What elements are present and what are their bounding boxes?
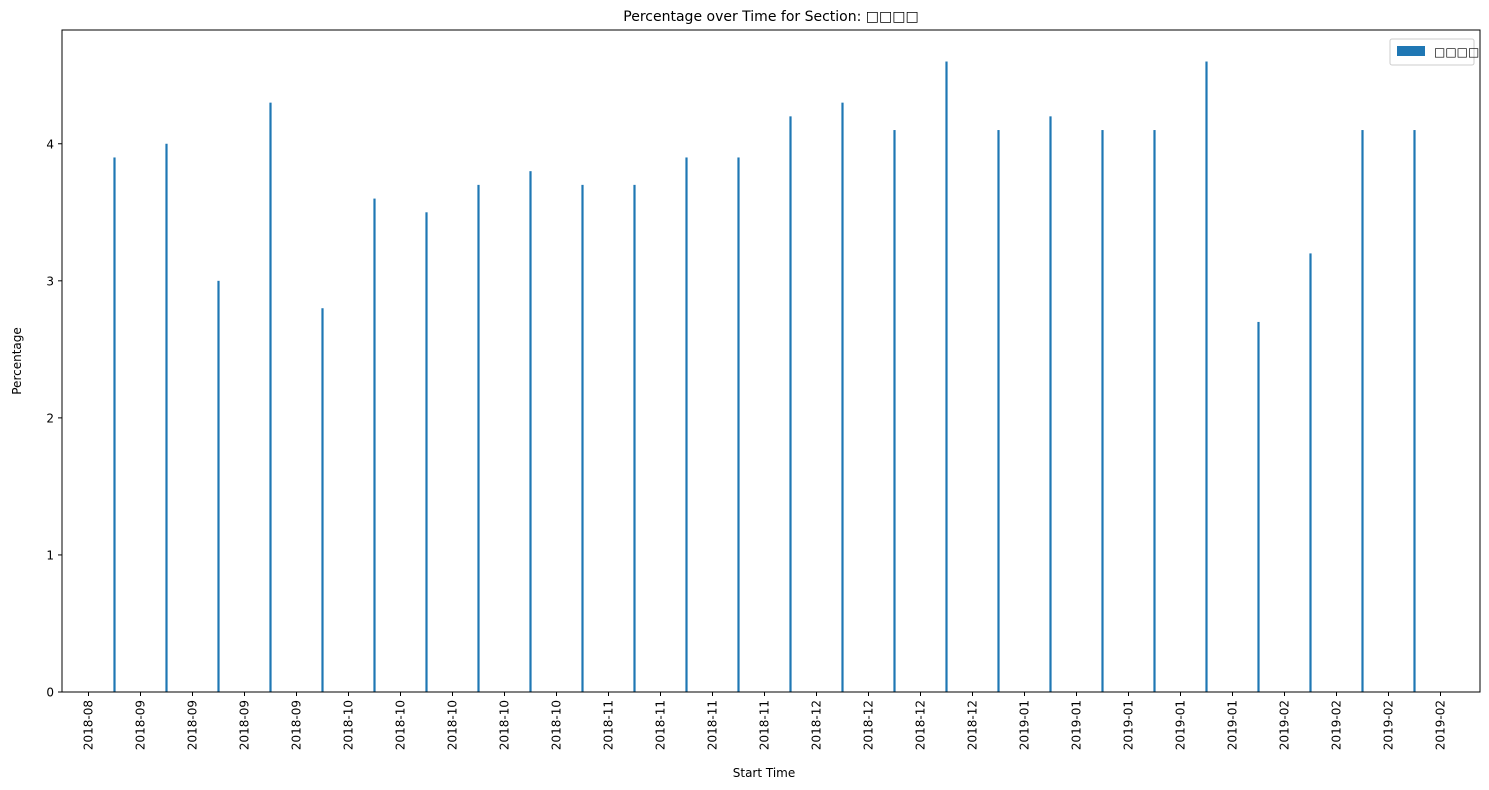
bar	[789, 116, 792, 692]
x-tick-label: 2018-09	[290, 700, 304, 750]
x-tick-label: 2018-12	[966, 700, 980, 750]
x-tick-label: 2019-02	[1434, 700, 1448, 750]
bar	[373, 198, 376, 692]
x-tick-label: 2018-10	[498, 700, 512, 750]
bar	[1413, 130, 1416, 692]
x-tick-label: 2019-01	[1122, 700, 1136, 750]
bar	[321, 308, 324, 692]
x-tick-label: 2018-10	[446, 700, 460, 750]
x-tick-label: 2019-02	[1278, 700, 1292, 750]
x-tick-label: 2019-01	[1070, 700, 1084, 750]
x-axis-label: Start Time	[733, 766, 796, 780]
bar	[1049, 116, 1052, 692]
bar	[1205, 61, 1208, 693]
legend: □□□□	[1389, 38, 1479, 66]
x-tick-label: 2018-09	[134, 700, 148, 750]
y-tick-label: 1	[46, 548, 54, 562]
chart-title: Percentage over Time for Section: □□□□	[623, 9, 918, 25]
bar	[477, 184, 480, 692]
x-tick-label: 2018-11	[602, 700, 616, 750]
bar	[425, 212, 428, 692]
y-axis-label: Percentage	[10, 327, 24, 395]
y-tick-label: 2	[46, 411, 54, 425]
x-tick-label: 2019-02	[1330, 700, 1344, 750]
y-tick-label: 0	[46, 686, 54, 700]
bar	[841, 102, 844, 692]
bar	[113, 157, 116, 693]
x-tick-label: 2018-10	[342, 700, 356, 750]
y-tick-label: 3	[46, 274, 54, 288]
bar	[529, 171, 532, 692]
x-tick-label: 2018-11	[758, 700, 772, 750]
x-tick-label: 2018-12	[810, 700, 824, 750]
y-tick-label: 4	[46, 137, 54, 151]
bar	[633, 184, 636, 692]
bar	[269, 102, 272, 692]
plot-frame	[61, 29, 1481, 693]
bars-group	[113, 61, 1416, 693]
x-tick-label: 2019-01	[1174, 700, 1188, 750]
bar	[997, 130, 1000, 692]
bar	[217, 280, 220, 692]
bar	[165, 143, 168, 693]
bar	[581, 184, 584, 692]
x-tick-label: 2018-11	[654, 700, 668, 750]
y-axis: 0 1 2 3 4	[46, 137, 62, 700]
bar	[893, 130, 896, 692]
legend-swatch	[1397, 46, 1425, 56]
legend-box	[1389, 38, 1475, 66]
legend-label: □□□□	[1434, 45, 1479, 59]
x-tick-label: 2019-02	[1382, 700, 1396, 750]
bar	[1361, 130, 1364, 692]
bar	[1153, 130, 1156, 692]
x-axis: 2018-08 2018-09 2018-09 2018-09 2018-09 2018-…	[82, 692, 1448, 750]
x-tick-label: 2019-01	[1226, 700, 1240, 750]
x-tick-label: 2018-10	[550, 700, 564, 750]
x-tick-label: 2018-09	[186, 700, 200, 750]
x-tick-label: 2018-12	[914, 700, 928, 750]
x-tick-label: 2018-08	[82, 700, 96, 750]
bar	[1257, 321, 1260, 692]
bar	[1101, 130, 1104, 692]
bar	[737, 157, 740, 693]
bar	[685, 157, 688, 693]
x-tick-label: 2018-09	[238, 700, 252, 750]
x-tick-label: 2018-10	[394, 700, 408, 750]
x-tick-label: 2018-12	[862, 700, 876, 750]
bar	[945, 61, 948, 693]
x-tick-label: 2019-01	[1018, 700, 1032, 750]
bar	[1309, 253, 1312, 692]
x-tick-label: 2018-11	[706, 700, 720, 750]
